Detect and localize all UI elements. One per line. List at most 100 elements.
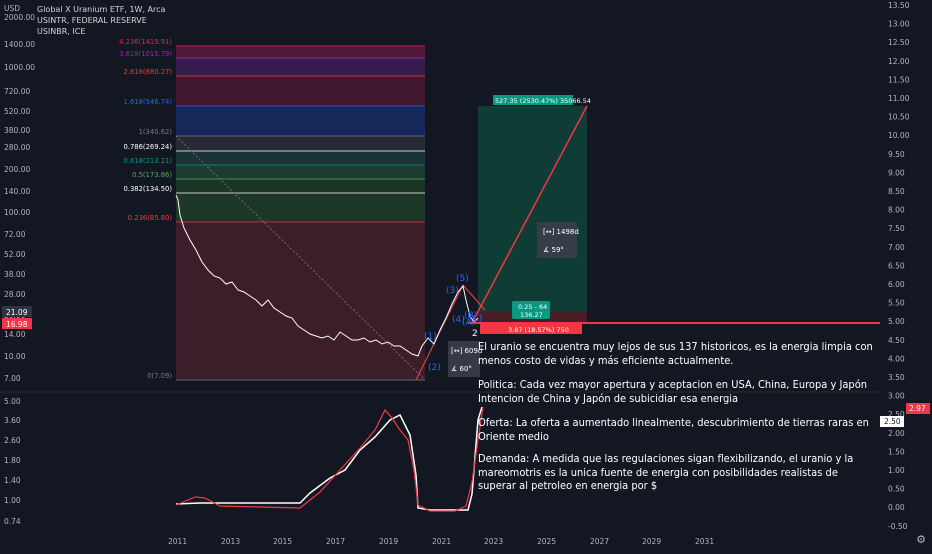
target-label-bg <box>493 95 573 105</box>
rr-label-2: 136.27 <box>520 311 543 319</box>
left-axis-tick-lower: 3.60 <box>4 416 21 425</box>
stop-label-bg <box>480 324 582 334</box>
price-badge-red-text: 16.98 <box>6 320 28 329</box>
left-axis-tick: 720.00 <box>4 87 30 96</box>
wave-label: (2) <box>428 363 441 373</box>
measure-2-angle: ∡ 60° <box>451 365 472 373</box>
note-3: Oferta: La oferta a aumentado linealment… <box>478 416 869 443</box>
left-axis-tick: 7.00 <box>4 374 21 383</box>
fib-label: 0.382(134.50) <box>123 185 172 193</box>
left-axis-tick-lower: 1.80 <box>4 456 21 465</box>
wave-label: (C) <box>469 314 482 324</box>
right-axis-tick: 1.50 <box>888 447 905 456</box>
right-axis-tick: 3.00 <box>888 392 905 401</box>
price-badge-red <box>2 318 32 329</box>
measure-1-days: [↔] 1498d <box>543 228 579 236</box>
fib-label: 0.5(173.86) <box>132 171 172 179</box>
fib-label: 4.236(1419.91) <box>119 38 172 46</box>
price-badge-green <box>2 306 32 317</box>
projection-line <box>471 105 588 324</box>
x-axis-tick: 2029 <box>642 537 661 546</box>
rate-series-2 <box>175 406 484 512</box>
right-axis-tick: 8.00 <box>888 206 905 215</box>
left-axis-tick: 200.00 <box>4 165 30 174</box>
price-series <box>175 194 479 357</box>
right-axis-tick: 10.00 <box>888 131 910 140</box>
fib-label: 2.618(880.27) <box>123 68 172 76</box>
symbol-title[interactable]: Global X Uranium ETF, 1W, Arca <box>37 5 166 14</box>
right-axis-tick: 9.50 <box>888 150 905 159</box>
left-axis-tick-lower: 2.60 <box>4 436 21 445</box>
right-axis-tick: 8.50 <box>888 187 905 196</box>
wave-label: 2 <box>472 329 478 339</box>
measure-2-days: [↔] 609d <box>451 347 482 355</box>
left-axis-tick: 100.00 <box>4 208 30 217</box>
right-axis-tick: 12.00 <box>888 57 910 66</box>
right-axis-tick: 3.50 <box>888 373 905 382</box>
x-axis-tick: 2011 <box>168 537 187 546</box>
stop-label: 3.87 (18.57%) 750 <box>508 326 569 334</box>
fib-zone <box>176 136 425 151</box>
right-axis-tick: 6.00 <box>888 280 905 289</box>
indicator-title-2[interactable]: USINBR, ICE <box>37 27 86 36</box>
x-axis-tick: 2027 <box>590 537 609 546</box>
x-axis-tick: 2021 <box>432 537 451 546</box>
right-axis-tick: -0.50 <box>888 522 908 531</box>
measure-box-1 <box>537 222 577 258</box>
right-axis-tick: 2.50 <box>888 410 905 419</box>
right-axis-tick: 5.00 <box>888 317 905 326</box>
left-axis-tick: 52.00 <box>4 250 26 259</box>
rate-series-1 <box>175 406 483 511</box>
right-axis-tick: 1.00 <box>888 466 905 475</box>
right-axis-tick: 7.50 <box>888 224 905 233</box>
right-axis-tick: 5.50 <box>888 299 905 308</box>
wave-label: (1) <box>424 332 437 342</box>
currency-label: USD <box>4 4 21 13</box>
wave-label: (A) <box>462 318 475 328</box>
x-axis-tick: 2023 <box>484 537 503 546</box>
left-axis-tick-lower: 5.00 <box>4 397 21 406</box>
note-2: Politica: Cada vez mayor apertura y acep… <box>478 378 868 405</box>
rr-label-bg <box>512 301 550 319</box>
right-axis-tick: 13.00 <box>888 20 910 29</box>
left-axis-tick: 140.00 <box>4 187 30 196</box>
left-axis-tick: 14.00 <box>4 330 26 339</box>
fib-zone <box>176 165 425 179</box>
x-axis-tick: 2031 <box>695 537 714 546</box>
fib-label: 3.618(1015.79) <box>119 50 172 58</box>
right-axis-tick: 12.50 <box>888 38 910 47</box>
fib-label: 0(7.09) <box>147 372 172 380</box>
right-axis-tick: 11.50 <box>888 75 910 84</box>
right-badge-white <box>880 416 904 427</box>
fib-zone <box>176 58 425 76</box>
left-axis-tick-lower: 1.40 <box>4 476 21 485</box>
wave-label: (5) <box>456 274 469 284</box>
fib-zone <box>176 222 425 380</box>
right-axis-tick: 13.50 <box>888 1 910 10</box>
left-axis-tick: 72.00 <box>4 230 26 239</box>
indicator-title-1[interactable]: USINTR, FEDERAL RESERVE <box>37 16 147 25</box>
right-badge-red-text: 2.97 <box>909 404 926 413</box>
left-axis-tick: 280.00 <box>4 143 30 152</box>
left-axis-tick: 10.00 <box>4 352 26 361</box>
target-label: 527.35 (2530.47%) 35066.54 <box>495 97 591 105</box>
fib-zone <box>176 106 425 136</box>
note-1: El uranio se encuentra muy lejos de sus … <box>478 340 873 367</box>
left-axis-tick-lower: 0.74 <box>4 517 21 526</box>
x-axis-tick: 2017 <box>326 537 345 546</box>
settings-gear-icon[interactable]: ⚙ <box>916 533 926 546</box>
wave-label: (B) <box>464 311 477 321</box>
fib-label: 0.618(213.21) <box>123 157 172 165</box>
right-badge-white-text: 2.50 <box>884 417 901 426</box>
right-axis-tick: 9.00 <box>888 168 905 177</box>
fib-label: 0.236(85.80) <box>128 214 173 222</box>
measure-box-2 <box>448 341 480 377</box>
left-axis-tick: 1400.00 <box>4 40 35 49</box>
x-axis-tick: 2015 <box>273 537 292 546</box>
price-badge-green-text: 21.09 <box>6 308 28 317</box>
right-axis-tick: 7.00 <box>888 243 905 252</box>
rr-label-1: 0.25 - 64 <box>518 303 547 311</box>
fib-zone <box>176 179 425 193</box>
